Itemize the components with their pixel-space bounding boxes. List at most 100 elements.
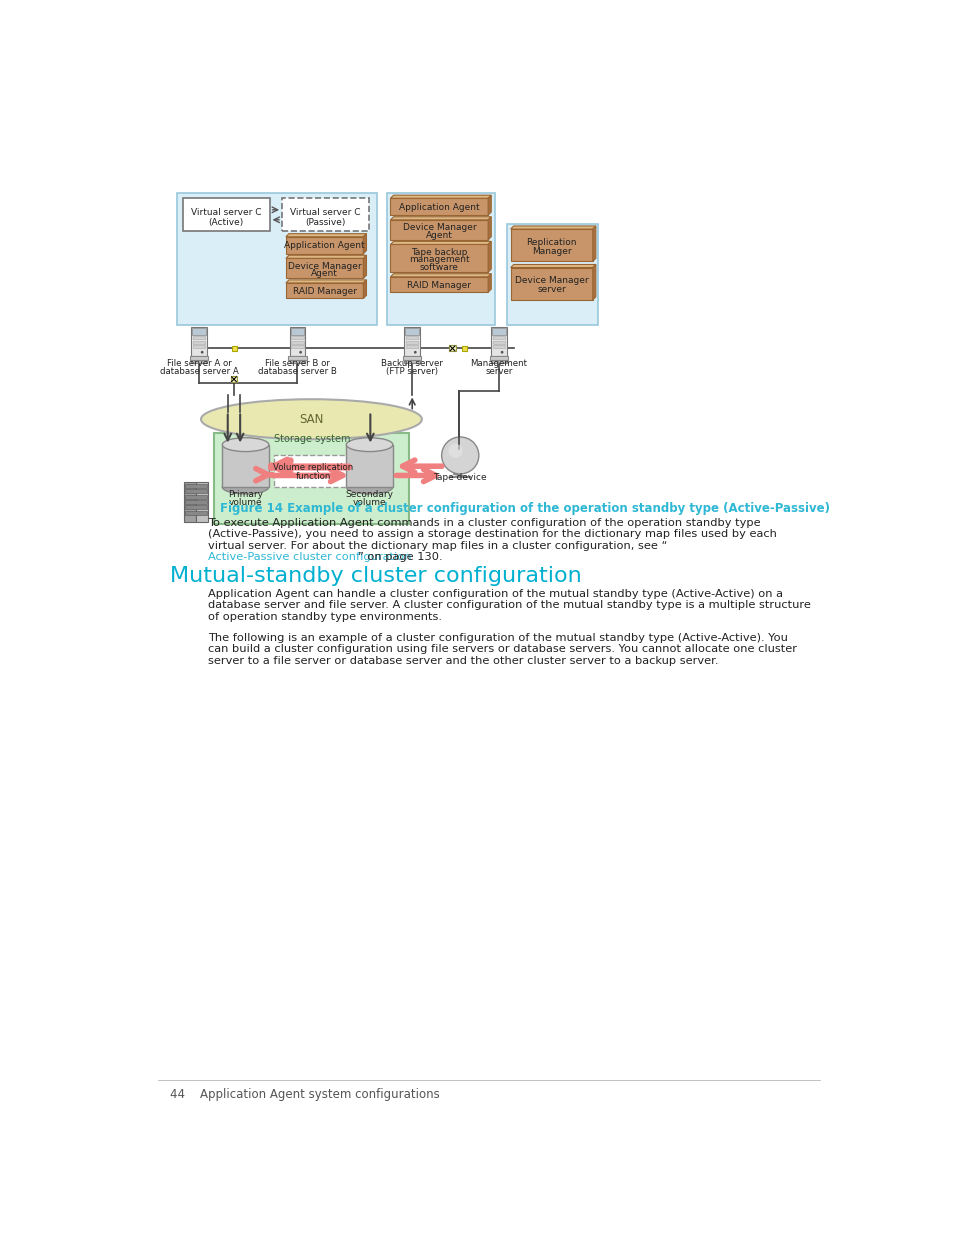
- FancyBboxPatch shape: [232, 346, 236, 352]
- Text: Replication: Replication: [526, 237, 577, 247]
- Text: server: server: [537, 285, 565, 294]
- Text: server: server: [485, 367, 512, 375]
- FancyBboxPatch shape: [491, 359, 506, 363]
- FancyBboxPatch shape: [390, 245, 488, 272]
- Text: Virtual server C: Virtual server C: [191, 207, 261, 216]
- Polygon shape: [390, 241, 491, 245]
- Text: (Passive): (Passive): [305, 217, 345, 226]
- FancyBboxPatch shape: [185, 495, 207, 499]
- Circle shape: [441, 437, 478, 474]
- Polygon shape: [286, 280, 366, 283]
- Ellipse shape: [201, 399, 421, 440]
- FancyBboxPatch shape: [185, 505, 207, 509]
- FancyBboxPatch shape: [192, 359, 207, 363]
- Polygon shape: [488, 195, 491, 215]
- FancyBboxPatch shape: [291, 336, 303, 340]
- Text: of operation standby type environments.: of operation standby type environments.: [208, 611, 442, 621]
- Polygon shape: [286, 233, 366, 237]
- Polygon shape: [390, 216, 491, 220]
- FancyBboxPatch shape: [231, 377, 236, 383]
- FancyBboxPatch shape: [291, 346, 303, 348]
- Text: 44    Application Agent system configurations: 44 Application Agent system configuratio…: [170, 1088, 439, 1100]
- Text: RAID Manager: RAID Manager: [293, 287, 356, 296]
- Text: Storage system: Storage system: [274, 435, 351, 445]
- Text: Virtual server C: Virtual server C: [290, 207, 360, 216]
- FancyBboxPatch shape: [406, 336, 418, 340]
- Text: volume: volume: [229, 498, 262, 506]
- Text: Secondary: Secondary: [345, 490, 394, 499]
- FancyBboxPatch shape: [185, 500, 207, 504]
- FancyBboxPatch shape: [185, 484, 207, 488]
- Text: (Active): (Active): [209, 217, 244, 226]
- Circle shape: [299, 351, 302, 353]
- Text: File server A or: File server A or: [167, 359, 232, 368]
- FancyBboxPatch shape: [274, 454, 352, 487]
- FancyBboxPatch shape: [183, 199, 270, 231]
- Text: Manager: Manager: [532, 247, 571, 256]
- Text: can build a cluster configuration using file servers or database servers. You ca: can build a cluster configuration using …: [208, 645, 797, 655]
- FancyBboxPatch shape: [213, 433, 409, 524]
- Text: The following is an example of a cluster configuration of the mutual standby typ: The following is an example of a cluster…: [208, 632, 787, 642]
- Polygon shape: [390, 195, 491, 199]
- Circle shape: [448, 443, 462, 458]
- Text: management: management: [409, 256, 469, 264]
- Ellipse shape: [222, 437, 269, 452]
- FancyBboxPatch shape: [183, 482, 195, 521]
- Polygon shape: [390, 274, 491, 277]
- Text: Device Manager: Device Manager: [515, 277, 588, 285]
- FancyBboxPatch shape: [386, 193, 495, 325]
- Text: File server B or: File server B or: [265, 359, 330, 368]
- FancyBboxPatch shape: [492, 327, 505, 335]
- FancyBboxPatch shape: [406, 346, 418, 348]
- Circle shape: [414, 351, 416, 353]
- Text: Device Manager: Device Manager: [288, 262, 361, 270]
- Polygon shape: [510, 226, 596, 228]
- FancyBboxPatch shape: [193, 341, 205, 343]
- Text: Volume replication: Volume replication: [273, 463, 353, 472]
- Polygon shape: [363, 256, 366, 278]
- Text: Primary: Primary: [228, 490, 263, 499]
- FancyBboxPatch shape: [449, 346, 456, 352]
- Ellipse shape: [346, 437, 393, 452]
- Text: (FTP server): (FTP server): [386, 367, 437, 375]
- Text: database server and file server. A cluster configuration of the mutual standby t: database server and file server. A clust…: [208, 600, 810, 610]
- Polygon shape: [488, 274, 491, 293]
- Polygon shape: [488, 216, 491, 240]
- Text: database server A: database server A: [159, 367, 238, 375]
- FancyBboxPatch shape: [493, 336, 505, 340]
- FancyBboxPatch shape: [404, 359, 419, 363]
- Text: Tape device: Tape device: [433, 473, 487, 482]
- Polygon shape: [592, 226, 596, 262]
- FancyBboxPatch shape: [282, 199, 369, 231]
- FancyBboxPatch shape: [510, 268, 592, 300]
- FancyBboxPatch shape: [405, 327, 418, 335]
- FancyBboxPatch shape: [286, 237, 363, 253]
- Text: Mutual-standby cluster configuration: Mutual-standby cluster configuration: [170, 567, 580, 587]
- FancyBboxPatch shape: [286, 258, 363, 278]
- Text: RAID Manager: RAID Manager: [407, 280, 471, 290]
- FancyBboxPatch shape: [222, 445, 269, 487]
- FancyBboxPatch shape: [390, 220, 488, 240]
- Text: Backup server: Backup server: [381, 359, 443, 368]
- FancyBboxPatch shape: [185, 511, 207, 515]
- Text: Active-Passive cluster configuration: Active-Passive cluster configuration: [208, 552, 412, 562]
- FancyBboxPatch shape: [291, 327, 304, 335]
- FancyBboxPatch shape: [192, 327, 207, 356]
- Text: Agent: Agent: [311, 269, 337, 278]
- FancyBboxPatch shape: [195, 482, 208, 521]
- Text: (Active-Passive), you need to assign a storage destination for the dictionary ma: (Active-Passive), you need to assign a s…: [208, 530, 777, 540]
- FancyBboxPatch shape: [493, 346, 505, 348]
- FancyBboxPatch shape: [506, 224, 598, 325]
- FancyBboxPatch shape: [406, 341, 418, 343]
- FancyBboxPatch shape: [190, 356, 208, 359]
- FancyBboxPatch shape: [491, 327, 506, 356]
- Text: Management: Management: [470, 359, 527, 368]
- Ellipse shape: [346, 480, 393, 494]
- Polygon shape: [510, 264, 596, 268]
- Text: Device Manager: Device Manager: [402, 224, 476, 232]
- Text: Application Agent: Application Agent: [284, 242, 365, 251]
- Polygon shape: [363, 233, 366, 253]
- Text: ” on page 130.: ” on page 130.: [357, 552, 442, 562]
- Circle shape: [200, 351, 203, 353]
- FancyBboxPatch shape: [177, 193, 377, 325]
